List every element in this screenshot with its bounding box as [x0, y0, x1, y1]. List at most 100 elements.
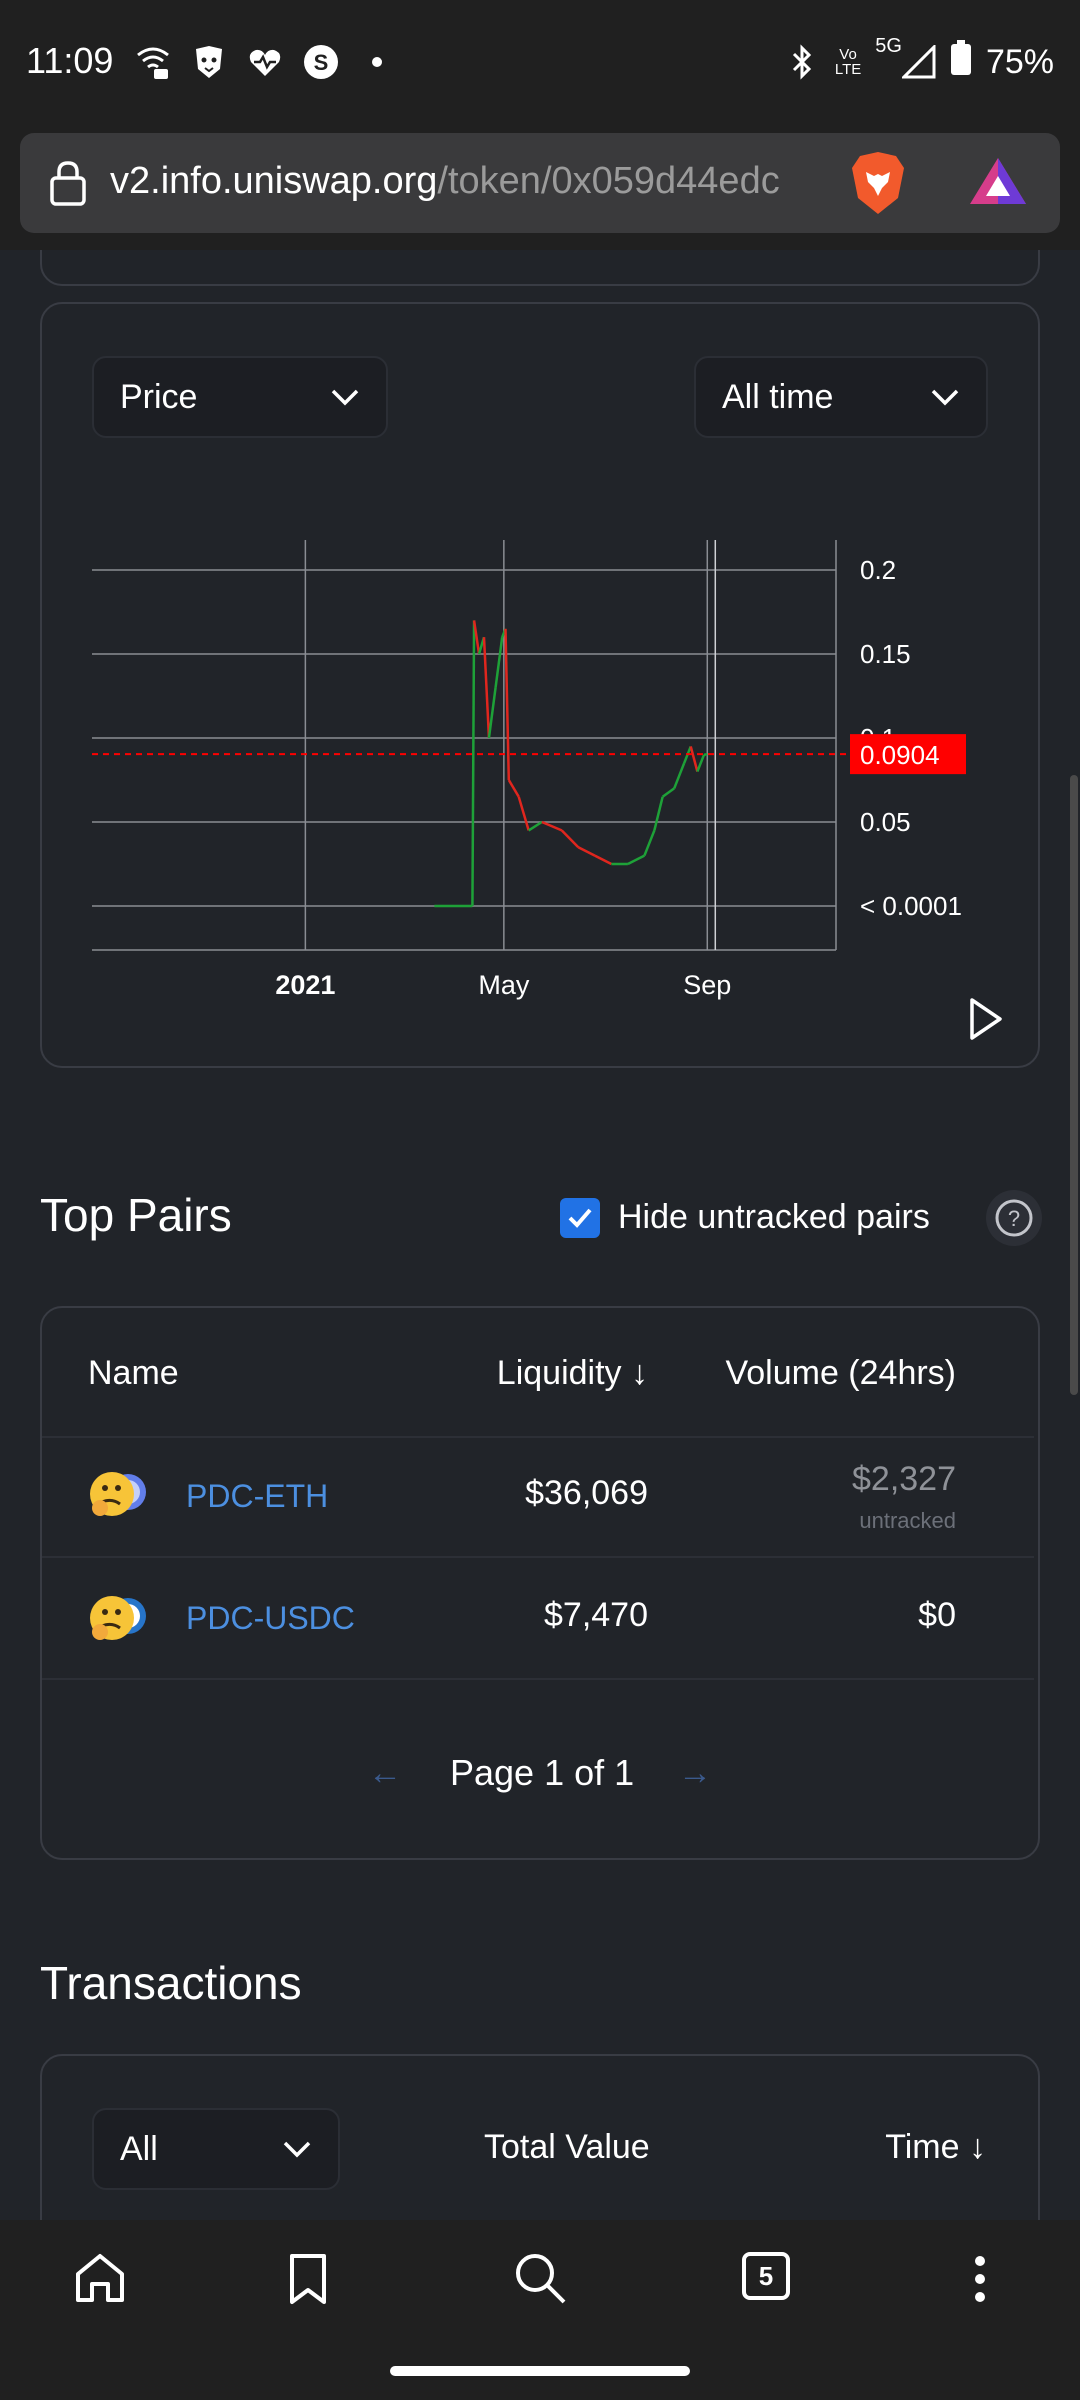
price-segment	[661, 787, 675, 798]
status-notification-icons: S	[134, 40, 396, 84]
column-header-volume[interactable]: Volume (24hrs)	[725, 1354, 956, 1392]
row-divider	[42, 1678, 1034, 1680]
top-pairs-table	[40, 1306, 1040, 1860]
wifi-calling-icon	[134, 43, 172, 81]
brave-lion-icon-overlay	[848, 150, 908, 221]
price-segment	[472, 620, 481, 655]
price-segment	[494, 637, 504, 688]
price-segment	[517, 796, 530, 831]
pair-token-icons	[88, 1590, 152, 1651]
transactions-title: Transactions	[40, 1957, 302, 2009]
price-segment	[471, 620, 476, 907]
pair-link[interactable]: PDC-USDC	[186, 1600, 355, 1636]
column-header-total-value[interactable]: Total Value	[484, 2128, 650, 2166]
price-segment	[482, 637, 491, 739]
status-bar	[0, 0, 1080, 128]
price-segment	[541, 820, 563, 832]
dot-icon	[358, 43, 396, 81]
tab-count: 5	[758, 2260, 774, 2291]
svg-text:S: S	[314, 50, 329, 75]
network-5g: 5G	[875, 35, 936, 79]
price-segment	[560, 829, 580, 849]
x-tick-label: Sep	[683, 970, 731, 1000]
price-segment	[527, 820, 543, 832]
transactions-filter-dropdown[interactable]: All	[92, 2108, 340, 2190]
y-tick-label: 0.05	[860, 807, 911, 837]
metric-dropdown[interactable]: Price	[92, 356, 388, 438]
tabs-icon[interactable]: 5	[742, 2252, 790, 2300]
volte-bottom-label: LTE	[834, 61, 862, 78]
price-segment	[689, 746, 699, 772]
price-segment	[507, 779, 520, 798]
pair-volume: $0	[918, 1596, 956, 1634]
chevron-down-icon	[283, 2141, 311, 2158]
column-header-liquidity[interactable]: Liquidity ↓	[496, 1354, 648, 1392]
url-path-overlay: /token/0x059d44edc	[437, 160, 780, 202]
y-tick-label: 0.15	[860, 639, 911, 669]
prev-page-arrow[interactable]: ←	[368, 1754, 402, 1792]
bluetooth-icon	[783, 43, 821, 81]
search-icon[interactable]	[512, 2250, 568, 2311]
play-icon[interactable]	[966, 994, 1006, 1049]
browser-bottom-nav	[0, 2220, 1080, 2340]
top-pairs-title: Top Pairs	[40, 1189, 232, 1241]
range-dropdown-value: All time	[722, 377, 834, 416]
pair-volume: $2,327	[852, 1460, 956, 1498]
x-tick-label: 2021	[275, 970, 335, 1000]
untracked-label: untracked	[859, 1508, 956, 1533]
page-scrollbar[interactable]	[1070, 775, 1078, 1395]
current-price-marker	[850, 734, 966, 775]
network-gen-label: 5G	[875, 35, 902, 57]
price-segment	[653, 796, 664, 831]
lock-icon-overlay	[48, 160, 88, 211]
range-dropdown[interactable]: All time	[694, 356, 988, 438]
pair-liquidity: $36,069	[525, 1474, 648, 1512]
more-vert-icon[interactable]	[970, 2254, 990, 2309]
home-icon[interactable]	[72, 2250, 128, 2311]
checkmark-icon	[568, 1208, 592, 1228]
y-tick-label: < 0.0001	[860, 891, 962, 921]
row-divider	[42, 1436, 1034, 1438]
column-header-time[interactable]: Time ↓	[885, 2128, 986, 2166]
column-header-name[interactable]: Name	[88, 1354, 179, 1392]
row-divider	[42, 1556, 1034, 1558]
current-price-label: 0.0904	[860, 740, 940, 770]
signal-icon	[901, 45, 936, 79]
price-segment	[627, 854, 646, 866]
help-icon[interactable]: ?	[986, 1190, 1042, 1246]
price-segment	[703, 752, 708, 757]
pair-liquidity: $7,470	[544, 1596, 648, 1634]
x-tick-label: May	[478, 970, 530, 1000]
battery-icon	[950, 39, 972, 85]
gesture-handle[interactable]	[390, 2366, 690, 2376]
hide-untracked-label[interactable]: Hide untracked pairs	[618, 1198, 930, 1236]
bookmark-icon[interactable]	[286, 2252, 330, 2311]
battery-percent: 75%	[985, 42, 1054, 81]
pair-token-icons	[88, 1466, 152, 1527]
url-text-overlay: v2.info.uniswap.org/token/0x059d44edc	[110, 160, 820, 203]
pair-link[interactable]: PDC-ETH	[186, 1478, 329, 1514]
chevron-down-icon	[931, 389, 959, 406]
price-segment	[696, 754, 706, 773]
status-time: 11:09	[26, 40, 114, 81]
heart-pulse-icon	[246, 43, 284, 81]
y-tick-label: 0.2	[860, 555, 896, 585]
svg-text:?: ?	[1008, 1206, 1020, 1231]
volte-top-label: Vo	[839, 46, 857, 63]
price-segment	[487, 687, 497, 739]
transactions-filter-value: All	[120, 2129, 158, 2168]
price-segment	[594, 854, 612, 866]
brave-shield-icon	[190, 43, 228, 81]
hide-untracked-checkbox[interactable]	[560, 1198, 600, 1238]
next-page-arrow[interactable]: →	[678, 1754, 712, 1792]
s-app-icon: S	[302, 43, 340, 81]
price-segment	[643, 829, 656, 857]
metric-dropdown-value: Price	[120, 377, 198, 416]
network-volte-label: Vo LTE	[835, 47, 861, 77]
pagination-label: Page 1 of 1	[450, 1752, 635, 1793]
status-system-icons: Vo LTE 5G 75%	[783, 35, 1054, 85]
price-segment	[504, 628, 511, 781]
url-domain-overlay: v2.info.uniswap.org	[110, 160, 438, 202]
brave-rewards-triangle-icon-overlay	[968, 156, 1028, 211]
